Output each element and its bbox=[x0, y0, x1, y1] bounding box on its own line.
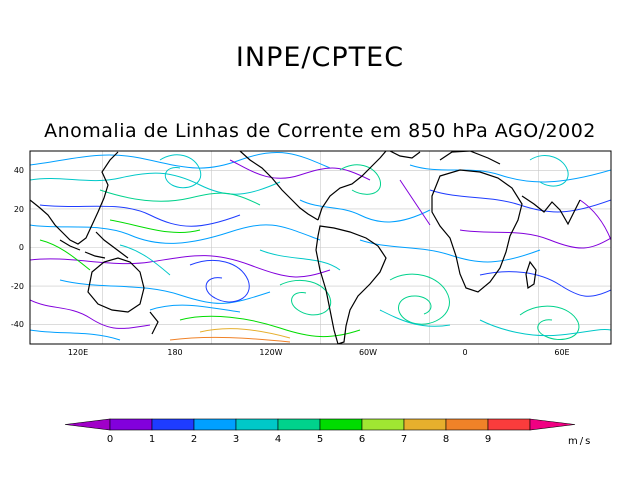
colorbar-segment bbox=[529, 418, 576, 431]
colorbar-segment bbox=[151, 418, 195, 431]
page-title: INPE/CPTEC bbox=[235, 42, 405, 73]
colorbar-label: 2 bbox=[191, 434, 197, 445]
colorbar-segment bbox=[109, 418, 153, 431]
colorbar-label: 6 bbox=[359, 434, 365, 445]
colorbar-segment bbox=[319, 418, 363, 431]
colorbar-segment bbox=[64, 418, 111, 431]
colorbar-segment bbox=[487, 418, 531, 431]
lat-ticks: 40 20 0 -20 -40 bbox=[11, 166, 24, 329]
colorbar-segment bbox=[361, 418, 405, 431]
lat-tick-label: 0 bbox=[19, 243, 24, 252]
lon-tick-label: 180 bbox=[167, 348, 182, 357]
colorbar-label: 8 bbox=[443, 434, 449, 445]
lat-tick-label: -20 bbox=[11, 282, 24, 291]
lon-tick-label: 60W bbox=[359, 348, 377, 357]
lat-tick-label: 20 bbox=[14, 205, 24, 214]
colorbar: 0 1 2 3 4 5 6 7 8 9 bbox=[64, 418, 576, 445]
lon-tick-label: 60E bbox=[554, 348, 569, 357]
lon-tick-label: 0 bbox=[462, 348, 467, 357]
lon-tick-label: 120W bbox=[259, 348, 282, 357]
streamlines bbox=[30, 152, 611, 343]
colorbar-label: 4 bbox=[275, 434, 281, 445]
map-area bbox=[29, 150, 612, 345]
colorbar-unit: m/s bbox=[568, 436, 592, 447]
colorbar-segment bbox=[445, 418, 489, 431]
colorbar-label: 9 bbox=[485, 434, 491, 445]
lon-tick-label: 120E bbox=[68, 348, 88, 357]
colorbar-label: 0 bbox=[107, 434, 113, 445]
colorbar-label: 3 bbox=[233, 434, 239, 445]
colorbar-segment bbox=[403, 418, 447, 431]
coastlines bbox=[30, 151, 581, 344]
colorbar-segment bbox=[193, 418, 237, 431]
lat-tick-label: 40 bbox=[14, 166, 24, 175]
map-title: Anomalia de Linhas de Corrente em 850 hP… bbox=[44, 120, 596, 142]
lat-tick-label: -40 bbox=[11, 320, 24, 329]
lon-ticks: 120E 180 120W 60W 0 60E bbox=[68, 348, 570, 357]
colorbar-label: 1 bbox=[149, 434, 155, 445]
colorbar-label: 7 bbox=[401, 434, 407, 445]
colorbar-segment bbox=[277, 418, 321, 431]
colorbar-segment bbox=[235, 418, 279, 431]
colorbar-label: 5 bbox=[317, 434, 323, 445]
